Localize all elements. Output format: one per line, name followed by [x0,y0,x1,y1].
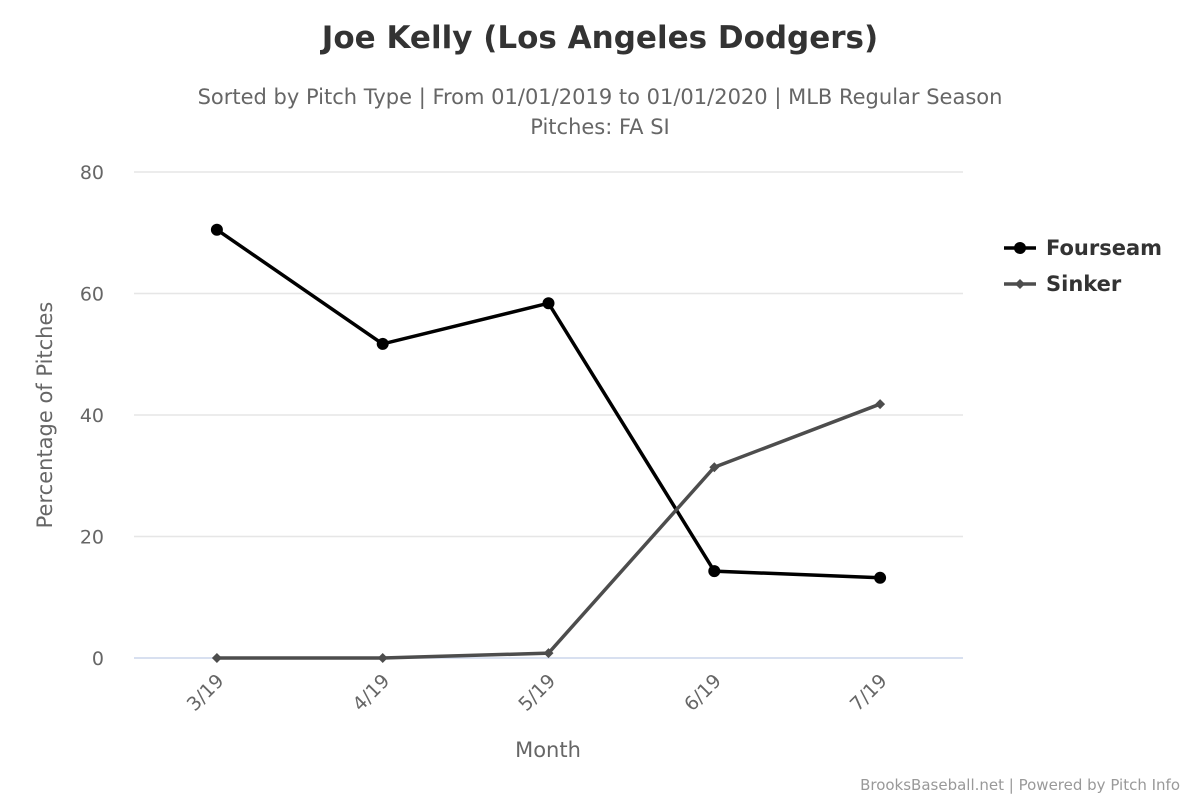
y-tick-label: 80 [80,162,104,184]
chart-subtitle-pitches: Pitches: FA SI [530,115,669,139]
y-tick-label: 20 [80,527,104,549]
data-point-sinker[interactable] [211,653,222,663]
legend-item-sinker[interactable]: Sinker [1004,272,1122,296]
legend-label: Fourseam [1046,236,1162,260]
x-axis-label: Month [515,738,581,762]
x-tick-label: 5/19 [514,670,560,716]
data-point-fourseam[interactable] [874,571,887,584]
legend-marker [1015,279,1025,289]
x-tick-label: 4/19 [349,670,395,716]
y-tick-label: 60 [80,284,104,306]
x-tick-label: 3/19 [183,670,229,716]
data-point-fourseam[interactable] [376,337,389,350]
y-tick-label: 0 [92,648,104,670]
chart-title: Joe Kelly (Los Angeles Dodgers) [320,20,878,56]
y-tick-label: 40 [80,405,104,427]
x-tick-label: 6/19 [680,670,726,716]
data-point-fourseam[interactable] [210,223,223,236]
data-point-sinker[interactable] [709,462,720,473]
legend-item-fourseam[interactable]: Fourseam [1004,236,1162,260]
legend-label: Sinker [1046,272,1122,296]
data-point-fourseam[interactable] [708,565,721,578]
chart-subtitle: Sorted by Pitch Type | From 01/01/2019 t… [198,85,1003,110]
chart-credits[interactable]: BrooksBaseball.net | Powered by Pitch In… [860,776,1180,794]
y-axis-label: Percentage of Pitches [33,302,57,529]
series-line-sinker [216,402,881,660]
data-point-sinker[interactable] [875,399,886,410]
x-tick-label: 7/19 [846,670,892,716]
series-line-fourseam [215,228,881,580]
data-point-sinker[interactable] [543,648,554,659]
data-point-sinker[interactable] [377,653,388,663]
legend-marker [1014,242,1026,254]
data-point-fourseam[interactable] [542,297,555,310]
